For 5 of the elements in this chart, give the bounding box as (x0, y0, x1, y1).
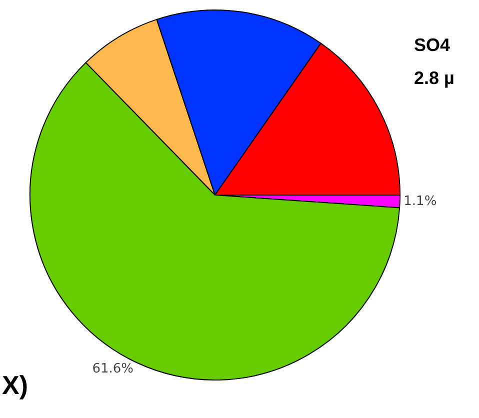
text: SO4 (414, 35, 450, 55)
data-label: 1.1% (404, 194, 437, 209)
text: 2.8 µ (414, 68, 454, 88)
data-label: 61.6% (92, 362, 134, 377)
text: X) (2, 370, 28, 400)
